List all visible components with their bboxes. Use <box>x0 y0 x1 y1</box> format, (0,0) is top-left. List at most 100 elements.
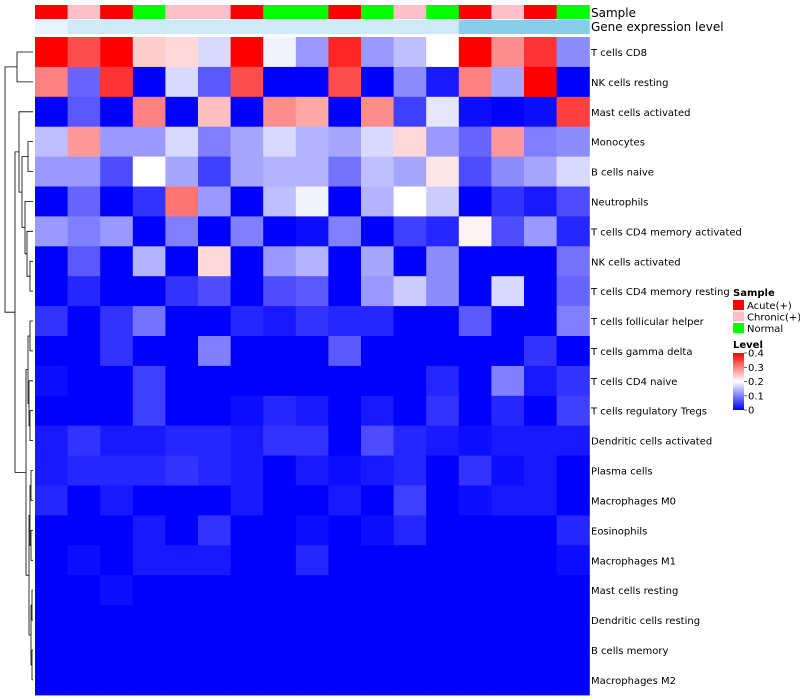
heatmap-cell <box>393 37 427 68</box>
heatmap-cell <box>426 545 460 576</box>
heatmap-cell <box>165 96 199 128</box>
heatmap-cell <box>491 126 525 158</box>
heatmap-cell <box>100 96 134 128</box>
sample-annotation-cell <box>524 5 558 19</box>
heatmap-cell <box>100 485 134 516</box>
heatmap-cell <box>35 515 69 546</box>
heatmap-cell <box>426 575 460 606</box>
heatmap-cell <box>67 395 101 427</box>
heatmap-cell <box>328 246 362 277</box>
heatmap-cell <box>230 336 264 367</box>
heatmap-cell <box>67 485 101 516</box>
gene-annotation-cell <box>165 20 199 34</box>
heatmap-cell <box>263 575 297 606</box>
heatmap-cell <box>393 365 427 397</box>
heatmap-cell <box>491 216 525 247</box>
heatmap-cell <box>524 515 558 546</box>
gene-annotation-cell <box>328 20 362 34</box>
heatmap-cell <box>165 246 199 277</box>
legend-entry-label: Acute(+) <box>747 301 792 312</box>
row-label: Mast cells activated <box>591 108 690 119</box>
legend-sample-title: Sample <box>733 288 775 299</box>
heatmap-cell <box>426 395 460 427</box>
sample-annotation-cell <box>100 5 134 19</box>
heatmap-cell <box>35 156 69 188</box>
sample-annotation-cell <box>198 5 232 19</box>
heatmap-cell <box>556 365 590 397</box>
heatmap-cell <box>67 664 101 696</box>
heatmap-cell <box>198 96 232 128</box>
heatmap-cell <box>426 664 460 696</box>
heatmap-cell <box>524 246 558 277</box>
legend-swatch <box>733 311 744 322</box>
heatmap-cell <box>263 336 297 367</box>
row-label: Dendritic cells resting <box>591 616 700 627</box>
heatmap-cell <box>263 365 297 397</box>
heatmap-cell <box>67 425 101 457</box>
gene-annotation-cell <box>426 20 460 34</box>
heatmap-cell <box>524 336 558 367</box>
heatmap-cell <box>132 126 166 158</box>
heatmap-cell <box>67 575 101 606</box>
heatmap-cell <box>263 545 297 576</box>
heatmap-cell <box>393 605 427 636</box>
heatmap-cell <box>132 365 166 397</box>
heatmap-cell <box>100 605 134 636</box>
heatmap-cell <box>198 156 232 188</box>
heatmap-cell <box>361 186 395 217</box>
heatmap-cell <box>328 66 362 98</box>
heatmap-cell <box>67 156 101 188</box>
heatmap-cell <box>198 485 232 516</box>
heatmap-cell <box>263 605 297 636</box>
heatmap-cell <box>198 246 232 277</box>
gene-annotation-cell <box>393 20 427 34</box>
heatmap-cell <box>361 37 395 68</box>
heatmap-cell <box>393 156 427 188</box>
heatmap-cell <box>35 126 69 158</box>
heatmap-cell <box>524 156 558 188</box>
heatmap-cell <box>165 664 199 696</box>
legend-color-ramp <box>733 353 744 410</box>
heatmap-cell <box>295 186 329 217</box>
heatmap-cell <box>230 216 264 247</box>
heatmap-cell <box>165 126 199 158</box>
heatmap-cell <box>393 425 427 457</box>
heatmap-cell <box>35 365 69 397</box>
row-label: Mast cells resting <box>591 586 678 597</box>
heatmap-cell <box>295 96 329 128</box>
heatmap-cell <box>458 216 492 247</box>
heatmap-cell <box>393 96 427 128</box>
heatmap-cell <box>67 276 101 307</box>
heatmap-cell <box>132 156 166 188</box>
heatmap-cell <box>426 66 460 98</box>
heatmap-cell <box>35 425 69 457</box>
heatmap-cell <box>67 66 101 98</box>
heatmap-cell <box>361 276 395 307</box>
heatmap-cell <box>100 276 134 307</box>
heatmap-cell <box>556 216 590 247</box>
heatmap-cell <box>491 545 525 576</box>
legend-tick-label: 0.2 <box>748 377 764 388</box>
heatmap-cell <box>198 515 232 546</box>
heatmap-cell <box>35 664 69 696</box>
heatmap-cell <box>361 455 395 487</box>
heatmap-cell <box>263 515 297 546</box>
heatmap-cell <box>295 395 329 427</box>
heatmap-cell <box>198 216 232 247</box>
heatmap-cell <box>361 635 395 666</box>
heatmap-cell <box>393 664 427 696</box>
heatmap-cell <box>361 306 395 337</box>
row-labels: T cells CD8 NK cells resting Mast cells ac… <box>590 48 742 687</box>
heatmap-cell <box>328 605 362 636</box>
heatmap-cell <box>295 246 329 277</box>
heatmap-cell <box>132 216 166 247</box>
heatmap-cell <box>458 635 492 666</box>
sample-annotation-cell <box>393 5 427 19</box>
heatmap-cell <box>328 156 362 188</box>
heatmap-cell <box>295 126 329 158</box>
heatmap-cell <box>100 515 134 546</box>
heatmap-cell <box>35 485 69 516</box>
heatmap-cell <box>393 126 427 158</box>
dendrogram-branch <box>27 141 33 172</box>
heatmap-cell <box>426 126 460 158</box>
